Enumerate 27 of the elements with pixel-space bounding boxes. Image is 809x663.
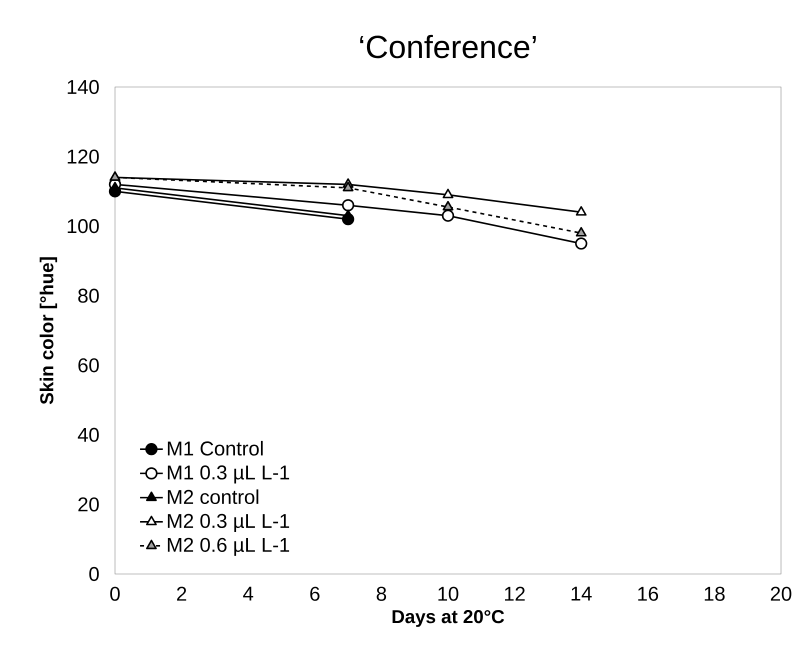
x-tick-label: 2 — [177, 586, 186, 601]
x-tick-label: 12 — [505, 586, 525, 601]
y-tick-label: 40 — [78, 428, 99, 442]
y-tick-label: 140 — [68, 80, 99, 94]
x-tick-label: 16 — [638, 586, 658, 601]
chart-title: ‘Conference’ — [360, 34, 536, 58]
y-tick-label: 120 — [68, 149, 99, 164]
x-axis-title: Days at 20°C — [392, 610, 504, 627]
x-tick-label: 0 — [110, 586, 120, 601]
legend-label: M2 control — [168, 489, 258, 504]
x-tick-label: 6 — [310, 586, 320, 601]
y-tick-label: 60 — [78, 358, 99, 372]
x-tick-label: 4 — [243, 586, 254, 600]
x-tick-label: 20 — [770, 586, 792, 601]
legend-label: M2 0.3 µL L-1 — [168, 514, 290, 532]
x-tick-label: 8 — [376, 586, 386, 601]
y-tick-label: 100 — [68, 219, 99, 234]
legend-label: M2 0.6 µL L-1 — [168, 538, 290, 556]
x-tick-label: 10 — [438, 586, 458, 601]
x-tick-label: 18 — [704, 586, 725, 601]
legend-label: M1 0.3 µL L-1 — [168, 465, 290, 484]
y-tick-label: 0 — [89, 566, 99, 582]
x-tick-label: 14 — [572, 586, 592, 600]
y-tick-label: 20 — [78, 497, 99, 512]
y-tick-label: 80 — [78, 288, 99, 303]
legend-label: M1 Control — [168, 440, 263, 456]
y-axis-title: Skin color [°hue] — [40, 257, 58, 404]
